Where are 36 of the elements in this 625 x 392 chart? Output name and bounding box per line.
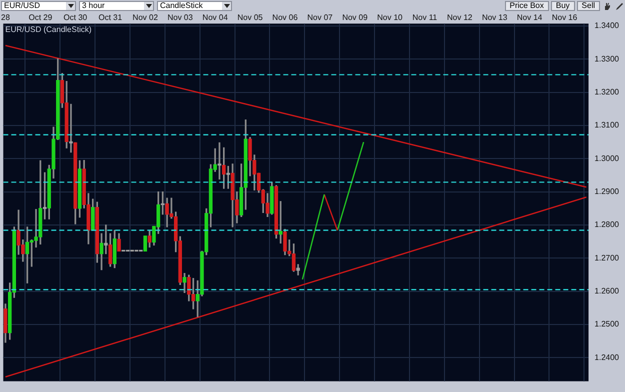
x-tick-label: Nov 09 [342, 13, 368, 22]
text: EUR/USD [3, 1, 40, 10]
x-tick-label: Nov 11 [412, 13, 438, 22]
x-tick-label: Nov 07 [307, 13, 334, 22]
y-tick-label: 1.2600 [594, 286, 620, 296]
y-tick-label: 1.2500 [594, 320, 620, 329]
y-tick-label: 1.2900 [594, 186, 620, 196]
x-tick-label: Nov 16 [552, 13, 578, 22]
y-tick-label: 1.3400 [594, 21, 620, 30]
x-tick-label: Nov 12 [447, 13, 473, 22]
text: Buy [550, 1, 575, 11]
y-tick-label: 1.3200 [594, 87, 620, 96]
x-tick-label: Nov 14 [516, 13, 543, 22]
x-tick-label: Oct 29 [28, 13, 53, 22]
x-tick-label: Nov 03 [167, 13, 194, 22]
x-tick-label: Oct 31 [98, 13, 123, 22]
y-tick-label: 1.2400 [594, 352, 620, 362]
x-tick-label: 28 [0, 13, 10, 22]
y-tick-label: 1.3300 [594, 54, 620, 64]
x-tick-label: Nov 04 [202, 13, 228, 22]
y-tick-label: 1.3000 [594, 154, 620, 163]
text: Price Box [504, 1, 549, 11]
x-tick-label: Nov 02 [132, 13, 158, 22]
text: CandleStick [159, 1, 203, 10]
y-tick-label: 1.2800 [594, 220, 620, 230]
chart-title: EUR/USD (CandleStick) [5, 24, 92, 34]
candlestick [143, 236, 148, 252]
x-tick-label: Nov 06 [272, 13, 298, 22]
x-tick-label: Nov 13 [482, 13, 508, 22]
y-tick-label: 1.3100 [594, 120, 620, 130]
y-tick-label: 1.2700 [594, 253, 620, 262]
x-tick-label: Nov 10 [377, 13, 404, 22]
x-tick-label: Nov 05 [237, 13, 264, 22]
x-tick-label: Oct 30 [64, 13, 88, 22]
text: Sell [576, 1, 600, 11]
text: 3 hour [81, 1, 105, 10]
